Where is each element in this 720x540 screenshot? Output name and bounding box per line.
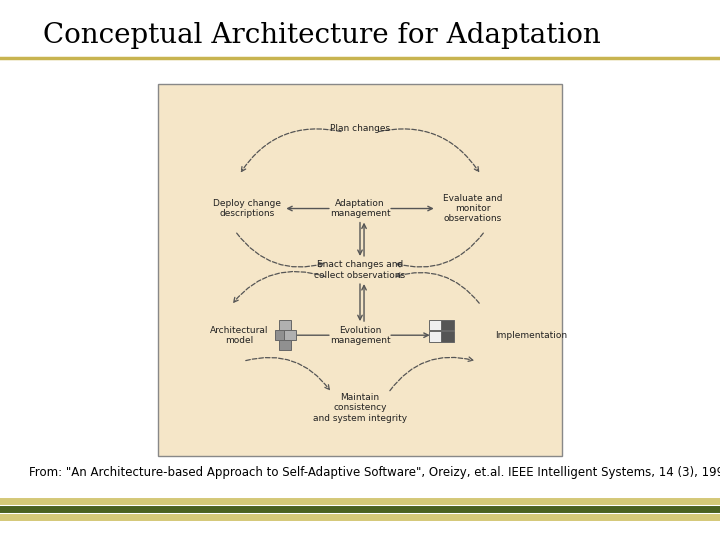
- Bar: [428, 320, 441, 330]
- Text: Implementation: Implementation: [495, 330, 567, 340]
- Text: Plan changes: Plan changes: [330, 124, 390, 133]
- Text: Evaluate and
monitor
observations: Evaluate and monitor observations: [443, 194, 503, 224]
- Bar: [279, 320, 292, 330]
- Bar: [428, 331, 441, 341]
- Text: Architectural
model: Architectural model: [210, 326, 269, 345]
- Text: Enact changes and
collect observations: Enact changes and collect observations: [315, 260, 405, 280]
- Bar: [158, 84, 562, 456]
- Text: Evolution
management: Evolution management: [330, 326, 390, 345]
- Text: Conceptual Architecture for Adaptation: Conceptual Architecture for Adaptation: [43, 22, 601, 49]
- Text: Maintain
consistency
and system integrity: Maintain consistency and system integrit…: [313, 393, 407, 423]
- Bar: [274, 330, 287, 340]
- Bar: [441, 331, 454, 341]
- Bar: [441, 320, 454, 330]
- Text: From: "An Architecture-based Approach to Self-Adaptive Software", Oreizy, et.al.: From: "An Architecture-based Approach to…: [29, 466, 720, 479]
- Text: Deploy change
descriptions: Deploy change descriptions: [213, 199, 281, 218]
- Bar: [279, 340, 292, 350]
- Bar: [284, 330, 297, 340]
- Text: Adaptation
management: Adaptation management: [330, 199, 390, 218]
